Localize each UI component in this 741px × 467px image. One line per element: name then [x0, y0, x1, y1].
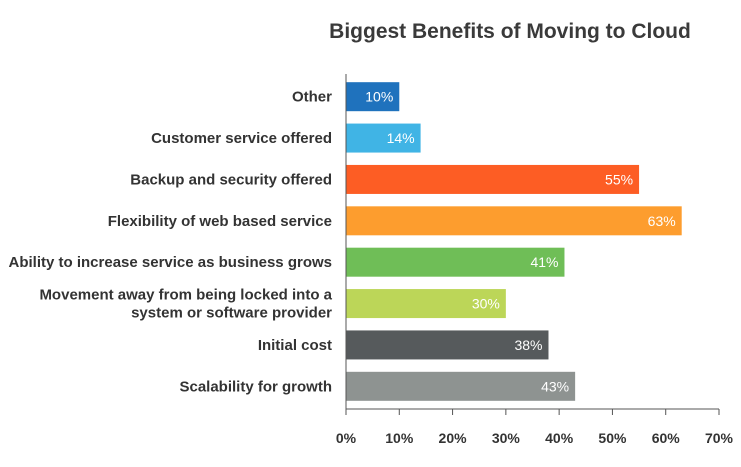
- value-labels: 10% 14% 55% 63% 41% 30% 38% 43%: [365, 89, 675, 395]
- x-tick-label-1: 10%: [385, 430, 414, 446]
- bar-4: [346, 247, 565, 277]
- category-label-1: Customer service offered: [151, 130, 332, 147]
- category-label-4: Ability to increase service as business …: [9, 254, 332, 271]
- x-tick-label-6: 60%: [652, 430, 681, 446]
- value-label-0: 10%: [365, 89, 393, 105]
- category-label-4-line-0: Ability to increase service as business …: [9, 254, 332, 271]
- category-label-5: Movement away from being locked into a sy…: [39, 287, 332, 322]
- category-label-6-line-0: Initial cost: [258, 337, 332, 354]
- axes: [345, 74, 719, 410]
- x-tick-label-7: 70%: [705, 430, 734, 446]
- x-tick-label-5: 50%: [598, 430, 627, 446]
- value-label-7: 43%: [541, 378, 569, 394]
- value-label-4: 41%: [530, 254, 558, 270]
- value-label-6: 38%: [514, 337, 542, 353]
- value-label-1: 14%: [387, 130, 415, 146]
- bar-7: [346, 371, 576, 401]
- x-tick-label-0: 0%: [336, 430, 357, 446]
- category-label-2-line-0: Backup and security offered: [130, 171, 332, 188]
- x-axis-ticks: 0% 10% 20% 30% 40% 50% 60% 70%: [336, 409, 734, 446]
- category-label-3-line-0: Flexibility of web based service: [108, 213, 332, 230]
- value-label-5: 30%: [472, 296, 500, 312]
- category-label-3: Flexibility of web based service: [108, 213, 332, 230]
- category-label-0-line-0: Other: [292, 89, 332, 106]
- category-label-6: Initial cost: [258, 337, 332, 354]
- value-label-3: 63%: [648, 213, 676, 229]
- x-tick-label-4: 40%: [545, 430, 574, 446]
- bars-group: [346, 82, 682, 401]
- category-label-2: Backup and security offered: [130, 171, 332, 188]
- bar-5: [346, 289, 506, 319]
- x-tick-label-3: 30%: [492, 430, 521, 446]
- category-label-5-line-0: Movement away from being locked into a: [39, 287, 332, 304]
- bar-2: [346, 164, 640, 194]
- category-label-1-line-0: Customer service offered: [151, 130, 332, 147]
- chart-title: Biggest Benefits of Moving to Cloud: [329, 20, 691, 43]
- category-label-7-line-0: Scalability for growth: [179, 378, 332, 395]
- category-label-5-line-1: system or software provider: [131, 305, 332, 322]
- category-label-0: Other: [292, 89, 332, 106]
- category-labels: Other Customer service offered Backup and …: [9, 89, 333, 396]
- bar-1: [346, 123, 421, 153]
- bar-6: [346, 330, 549, 360]
- category-label-7: Scalability for growth: [179, 378, 332, 395]
- bar-3: [346, 206, 682, 236]
- value-label-2: 55%: [605, 171, 633, 187]
- bar-0: [346, 82, 400, 112]
- x-tick-label-2: 20%: [439, 430, 468, 446]
